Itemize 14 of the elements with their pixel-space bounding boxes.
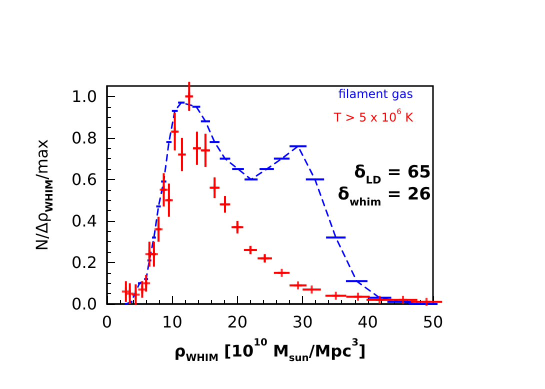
y-tick-label: 0.0 bbox=[72, 294, 97, 314]
x-tick-label: 20 bbox=[227, 312, 248, 332]
y-tick-label: 0.8 bbox=[72, 128, 97, 148]
text: filament gas bbox=[338, 87, 414, 101]
x-tick-label: 30 bbox=[292, 312, 313, 332]
y-tick-label: 0.4 bbox=[72, 211, 97, 230]
y-tick-label: 0.2 bbox=[72, 252, 97, 272]
x-tick-label: 40 bbox=[358, 312, 378, 332]
x-tick-label: 10 bbox=[162, 312, 182, 332]
x-tick-label: 50 bbox=[422, 312, 444, 332]
y-tick-label: 0.6 bbox=[72, 170, 97, 189]
y-tick-label: 1.0 bbox=[72, 86, 97, 106]
y-axis-title: N/ΔρWHIM/max bbox=[32, 139, 56, 251]
x-tick-label: 0 bbox=[102, 312, 112, 332]
